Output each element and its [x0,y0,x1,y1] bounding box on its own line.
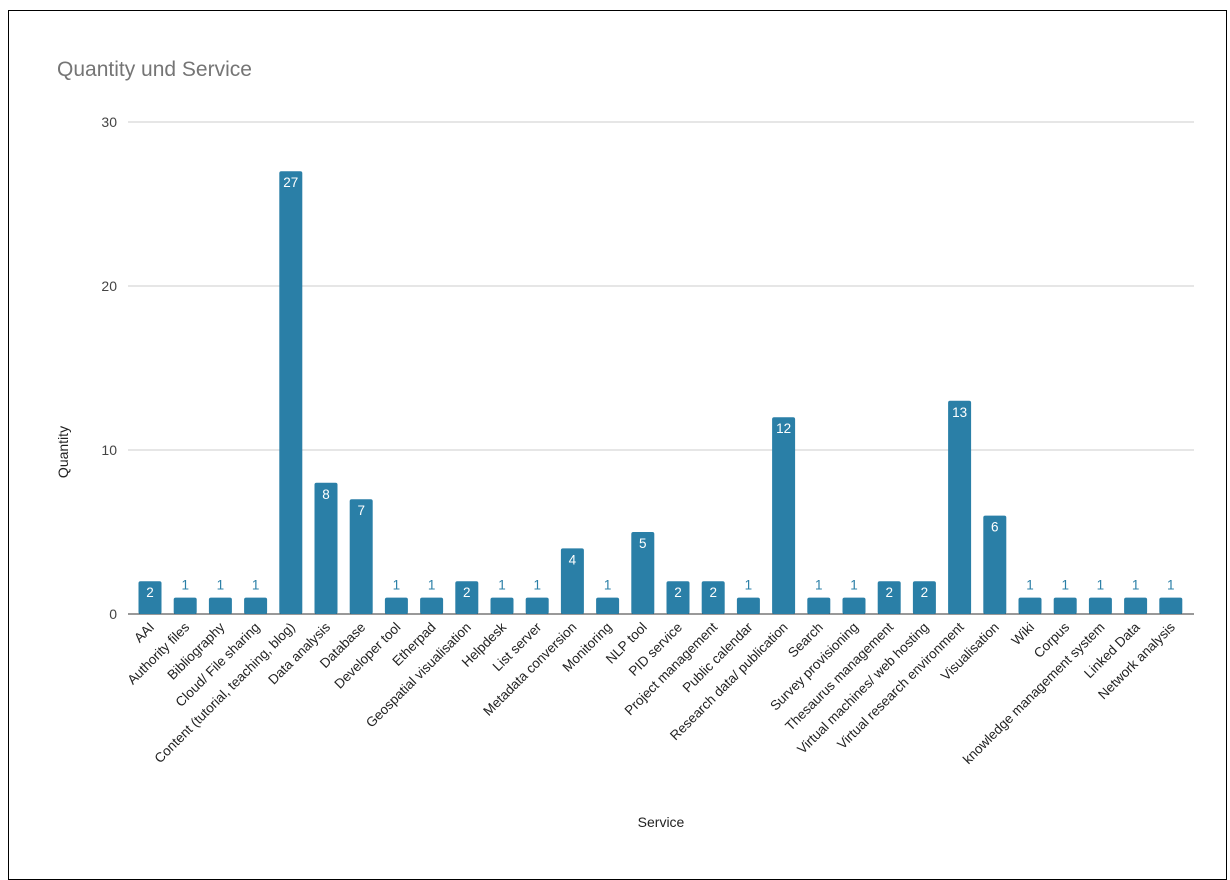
chart-title: Quantity und Service [57,58,252,81]
bar [631,532,655,614]
chart-frame [8,10,1227,880]
bar-value-label: 8 [322,487,330,502]
y-tick-label: 20 [101,278,117,294]
y-tick-label: 10 [101,442,117,458]
bar-value-label: 1 [1061,578,1069,593]
bar-value-label: 2 [146,585,154,600]
bar-value-label: 5 [639,536,647,551]
y-tick-label: 30 [101,114,117,130]
bar-value-label: 1 [745,578,753,593]
bar [208,597,232,614]
bar-value-label: 4 [569,552,577,567]
bar-value-label: 1 [1167,578,1175,593]
x-axis-title: Service [638,814,685,830]
gridlines [128,121,1194,615]
bar [244,597,268,614]
bar-value-label: 6 [991,520,999,535]
bar [701,581,725,614]
bar-value-label: 1 [1026,578,1034,593]
bar [736,597,760,614]
y-axis-title: Quantity [55,426,71,478]
bar-value-label: 1 [498,578,506,593]
bar-value-label: 12 [776,421,791,436]
bar [279,171,303,614]
bar [1088,597,1112,614]
bar-value-label: 7 [357,503,365,518]
y-axis-ticks: 0 10 20 30 [101,114,117,622]
x-tick-label: AAI [131,620,157,646]
bar [666,581,690,614]
y-tick-label: 0 [109,606,117,622]
bar [525,597,549,614]
bar [877,581,901,614]
bar [912,581,936,614]
bar [772,417,796,614]
bar-value-label: 2 [885,585,893,600]
bar [1159,597,1183,614]
bars [138,171,1183,614]
bar-value-label: 1 [393,578,401,593]
bar-value-label: 2 [709,585,717,600]
bar-value-label: 1 [1097,578,1105,593]
bar-value-label: 1 [252,578,260,593]
bar-value-label: 1 [1132,578,1140,593]
bar [173,597,197,614]
bar [384,597,408,614]
bar [420,597,444,614]
bar [455,581,479,614]
bar-value-label: 27 [283,175,298,190]
bar [1124,597,1148,614]
bar [349,499,373,614]
bar [138,581,162,614]
bar-value-label: 1 [181,578,189,593]
bar-value-label: 2 [463,585,471,600]
bar [490,597,514,614]
bar [1018,597,1042,614]
bar-value-label: 2 [921,585,929,600]
bar-value-label: 1 [533,578,541,593]
bar-value-label: 1 [850,578,858,593]
bar [948,400,972,614]
bar [596,597,620,614]
bar [842,597,866,614]
bar-value-label: 1 [428,578,436,593]
bar [560,548,584,614]
bar-value-label: 1 [815,578,823,593]
bar-value-label: 1 [217,578,225,593]
bar-value-label: 13 [952,405,967,420]
bar-value-label: 1 [604,578,612,593]
bar-value-label: 2 [674,585,682,600]
x-tick-label: Wiki [1008,620,1037,649]
bar [983,515,1007,614]
bar [314,482,338,614]
bar [807,597,831,614]
bar [1053,597,1077,614]
